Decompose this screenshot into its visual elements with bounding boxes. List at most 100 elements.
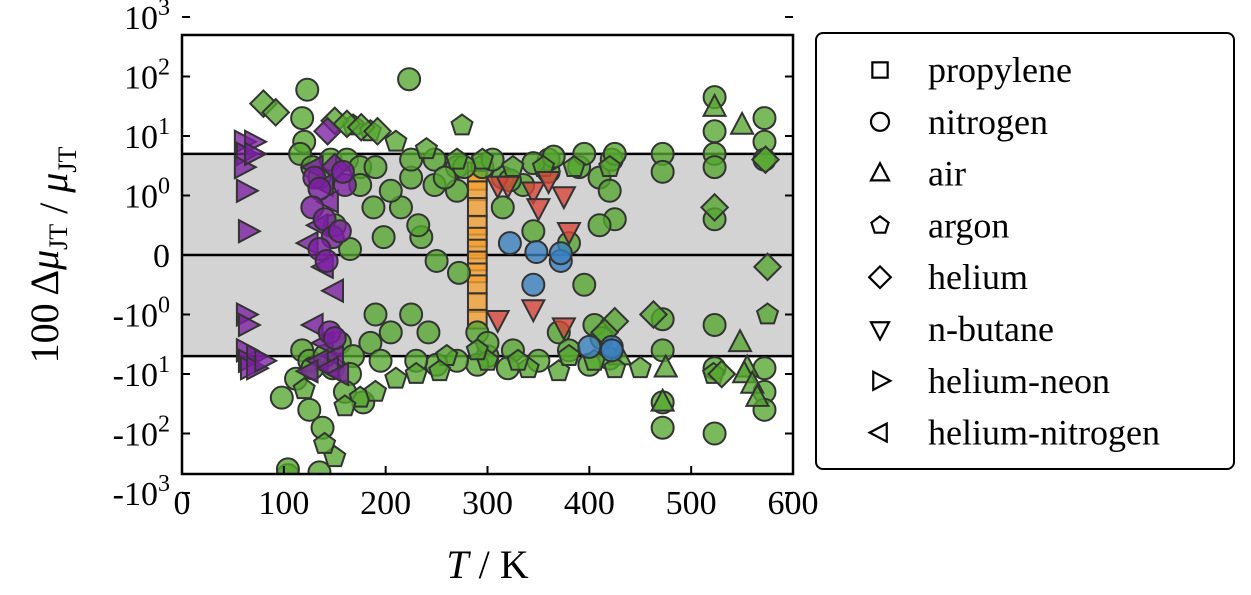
series-helium-neon [233,129,279,381]
data-point [470,147,495,170]
legend-entry-helium-neon: helium-neon [872,361,1110,401]
legend-label: air [928,154,966,194]
data-point [497,231,522,256]
y-axis-title: 100 ΔμJT / μJT [22,146,82,363]
legend-entry-n-butane: n-butane [869,309,1054,349]
legend-marker [869,160,891,182]
data-point [237,312,262,338]
data-point [446,260,471,285]
data-point [330,159,355,184]
data-point [290,106,315,131]
x-tick-label: 400 [564,485,615,522]
data-point [313,116,343,146]
series-blue-circles [497,231,624,363]
data-point [650,338,675,363]
data-point [702,155,727,180]
data-point [752,106,777,131]
data-point [404,361,428,384]
data-point [699,192,730,223]
legend-label: helium-neon [928,361,1110,401]
data-point [465,338,489,361]
data-point [603,355,627,379]
data-point [466,197,488,218]
legend-entry-air: air [869,154,966,194]
y-tick-label: -102 [113,412,170,454]
y-tick-label: -103 [113,471,170,513]
data-point [361,195,386,220]
legend-label: nitrogen [928,102,1048,142]
data-point [597,178,622,203]
data-point [727,328,753,353]
data-point [577,334,602,359]
data-point [729,110,755,135]
data-point [520,299,546,324]
data-point [587,213,612,238]
data-point [363,302,388,327]
data-point [466,274,488,296]
data-point [490,195,515,220]
legend-marker [867,264,893,290]
data-point [628,355,652,379]
data-point [294,358,319,384]
x-tick-label: 600 [768,485,819,522]
data-point [650,415,675,440]
data-point [399,147,424,172]
x-tick-label: 100 [258,485,309,522]
data-point [506,348,530,371]
series-n-butane [485,171,582,342]
legend-marker [872,369,893,392]
series-helium [248,89,783,389]
data-point [450,113,474,136]
data-point [384,366,408,389]
data-point [548,241,573,266]
y-tick-label: 102 [124,55,170,97]
data-point [368,348,393,373]
legend-marker [867,421,888,444]
y-axis-label: 100 ΔμJT / μJT [22,146,82,363]
data-point [322,326,347,351]
data-point [399,302,424,327]
legend: propylene nitrogen air argon helium n-butane h… [815,32,1235,470]
data-point [525,198,552,223]
data-point [752,252,783,282]
legend-marker [870,215,890,234]
x-tick-label: 200 [360,485,411,522]
legend-entry-nitrogen: nitrogen [869,102,1048,142]
data-point [556,221,582,246]
data-point [378,178,403,203]
data-point [551,317,577,342]
data-point [702,119,727,144]
data-point [445,147,469,170]
y-tick-label: -100 [113,293,170,335]
data-point [744,382,771,407]
data-point [254,348,279,374]
data-point [325,361,350,387]
y-tick-label: 0 [153,238,170,275]
data-point [707,359,737,389]
x-tick-label: 0 [174,485,191,522]
data-point [363,155,388,180]
y-tick-label: 100 [124,174,170,216]
x-axis-ticks: 0 100 200 300 400 500 600 [174,466,819,522]
data-point [432,165,457,190]
data-point [295,77,320,102]
data-point [572,272,597,297]
data-point [363,379,388,402]
series-purple-circles [300,159,357,351]
data-point [378,320,403,345]
data-point [428,359,452,382]
y-axis-ticks: -103 -102 -101 -100 0 100 101 102 103 [113,0,793,513]
data-point [701,92,728,117]
data-point [414,136,439,160]
legend-box [815,32,1235,470]
data-point [638,299,669,330]
data-point [371,225,396,250]
legend-entry-helium-nitrogen: helium-nitrogen [867,413,1160,453]
legend-label: helium [928,257,1028,297]
legend-label: n-butane [928,309,1054,349]
x-axis-title: T / K [446,542,528,587]
legend-label: propylene [928,50,1072,90]
data-point [424,248,449,273]
data-point [702,421,727,446]
